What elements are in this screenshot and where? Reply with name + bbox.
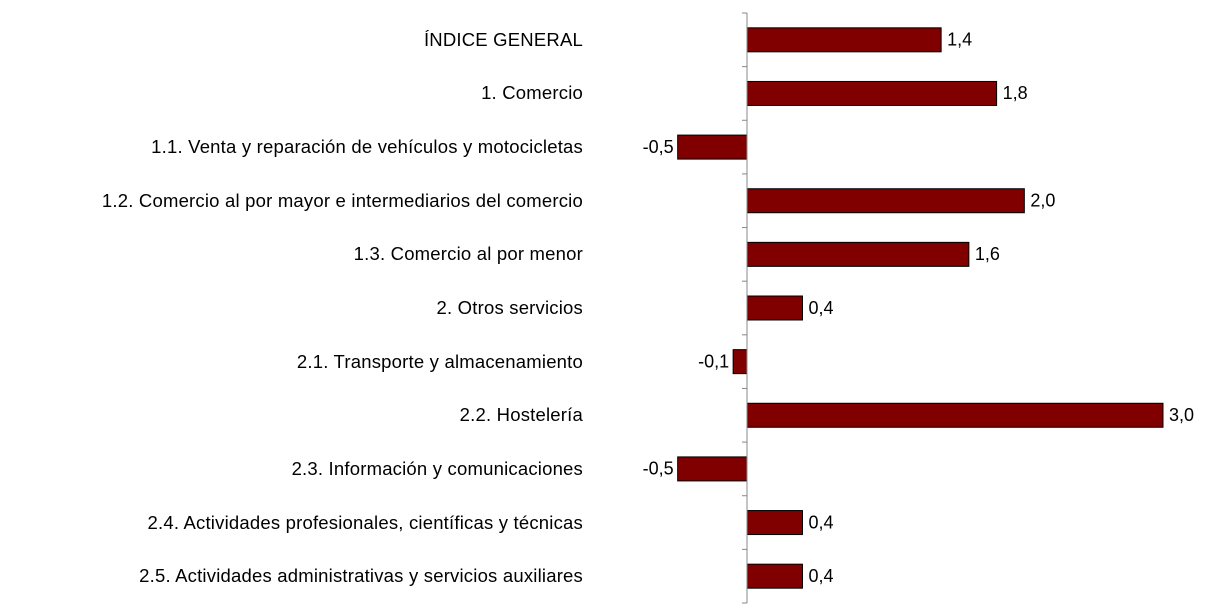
bar	[746, 295, 803, 321]
value-label: 0,4	[808, 566, 833, 586]
category-label-text: 2. Otros servicios	[436, 297, 583, 318]
value-label: -0,1	[698, 351, 729, 371]
category-label-text: 2.4. Actividades profesionales, científi…	[147, 511, 583, 533]
value-label: 1,4	[947, 30, 972, 50]
category-label-text: 2.3. Información y comunicaciones	[291, 457, 583, 479]
category-label: 2.4. Actividades profesionales, científi…	[148, 511, 584, 535]
category-label: 1.1. Venta y reparación de vehículos y m…	[151, 135, 583, 159]
category-label: 2. Otros servicios	[437, 296, 584, 320]
category-label: ÍNDICE GENERAL	[424, 28, 583, 52]
category-label: 2.1. Transporte y almacenamiento	[297, 350, 583, 374]
bar	[677, 134, 748, 160]
value-label: 3,0	[1169, 405, 1194, 425]
value-label: -0,5	[643, 137, 674, 157]
category-label: 2.3. Información y comunicaciones	[292, 457, 583, 481]
category-label-text: 2.2. Hostelería	[459, 404, 583, 426]
category-label: 1. Comercio	[481, 81, 583, 105]
bar	[746, 563, 803, 589]
bar	[732, 349, 748, 375]
bar	[746, 510, 803, 536]
bar	[746, 241, 970, 267]
bar	[746, 402, 1164, 428]
category-label-text: 1.1. Venta y reparación de vehículos y m…	[151, 136, 583, 158]
value-label: 0,4	[808, 512, 833, 532]
value-label: 0,4	[808, 298, 833, 318]
category-label: 1.2. Comercio al por mayor e intermediar…	[102, 189, 583, 213]
category-label-text: 2.5. Actividades administrativas y servi…	[139, 565, 583, 587]
value-label: -0,5	[643, 459, 674, 479]
value-label: 2,0	[1030, 190, 1055, 210]
category-label: 1.3. Comercio al por menor	[354, 242, 583, 266]
category-label-text: 1. Comercio	[481, 82, 583, 104]
bar	[746, 27, 942, 53]
category-label-text: ÍNDICE GENERAL	[423, 28, 583, 50]
category-label-text: 1.3. Comercio al por menor	[353, 243, 583, 265]
category-label-text: 2.1. Transporte y almacenamiento	[296, 350, 583, 372]
bar	[746, 80, 998, 106]
category-label-text: 1.2. Comercio al por mayor e intermediar…	[101, 189, 583, 211]
bar	[746, 188, 1025, 214]
category-label: 2.2. Hostelería	[460, 403, 583, 427]
bar	[677, 456, 748, 482]
value-label: 1,6	[975, 244, 1000, 264]
category-label: 2.5. Actividades administrativas y servi…	[139, 564, 583, 588]
value-label: 1,8	[1003, 83, 1028, 103]
